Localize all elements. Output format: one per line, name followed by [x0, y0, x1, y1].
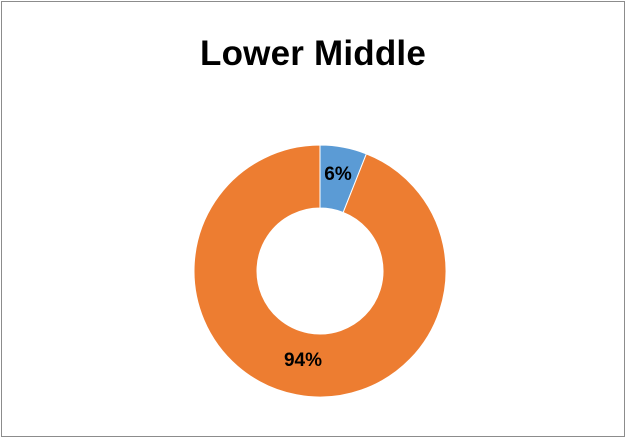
data-label-0: 6%	[324, 164, 352, 185]
data-label-1: 94%	[284, 350, 322, 371]
donut-slice-1	[193, 144, 447, 398]
chart-title: Lower Middle	[199, 34, 427, 73]
